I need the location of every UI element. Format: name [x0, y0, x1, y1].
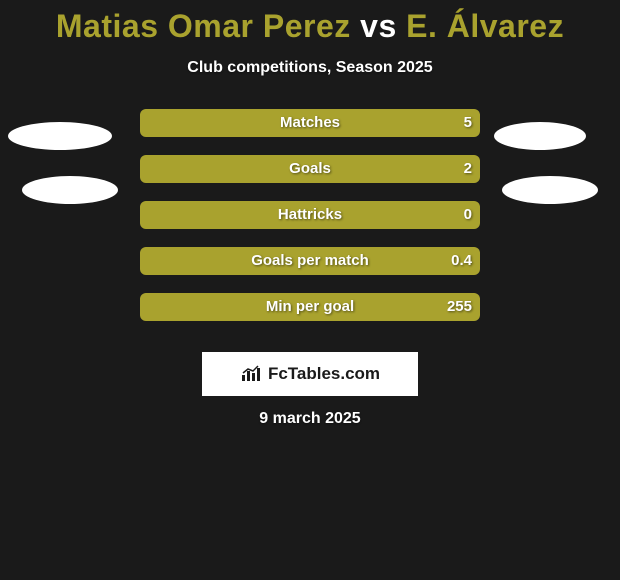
title-player2: E. Álvarez	[406, 8, 564, 44]
avatar-ellipse	[494, 122, 586, 150]
stat-label: Goals per match	[140, 247, 480, 275]
stat-value-right: 0.4	[451, 247, 472, 275]
avatar-ellipse	[502, 176, 598, 204]
stat-label: Min per goal	[140, 293, 480, 321]
title-player1: Matias Omar Perez	[56, 8, 351, 44]
stat-value-right: 255	[447, 293, 472, 321]
stat-value-right: 0	[464, 201, 472, 229]
stat-label: Hattricks	[140, 201, 480, 229]
stat-row: Goals per match0.4	[0, 247, 620, 277]
avatar-ellipse	[8, 122, 112, 150]
title-vs: vs	[360, 8, 406, 44]
comparison-infographic: Matias Omar Perez vs E. Álvarez Club com…	[0, 0, 620, 580]
branding-box: FcTables.com	[202, 352, 418, 396]
stat-value-right: 5	[464, 109, 472, 137]
chart-icon	[240, 365, 262, 383]
subtitle: Club competitions, Season 2025	[0, 59, 620, 77]
stat-label: Matches	[140, 109, 480, 137]
stat-label: Goals	[140, 155, 480, 183]
stat-value-right: 2	[464, 155, 472, 183]
stat-row: Min per goal255	[0, 293, 620, 323]
avatar-ellipse	[22, 176, 118, 204]
page-title: Matias Omar Perez vs E. Álvarez	[0, 0, 620, 45]
branding-text: FcTables.com	[268, 364, 380, 384]
date-line: 9 march 2025	[0, 410, 620, 428]
stat-row: Hattricks0	[0, 201, 620, 231]
